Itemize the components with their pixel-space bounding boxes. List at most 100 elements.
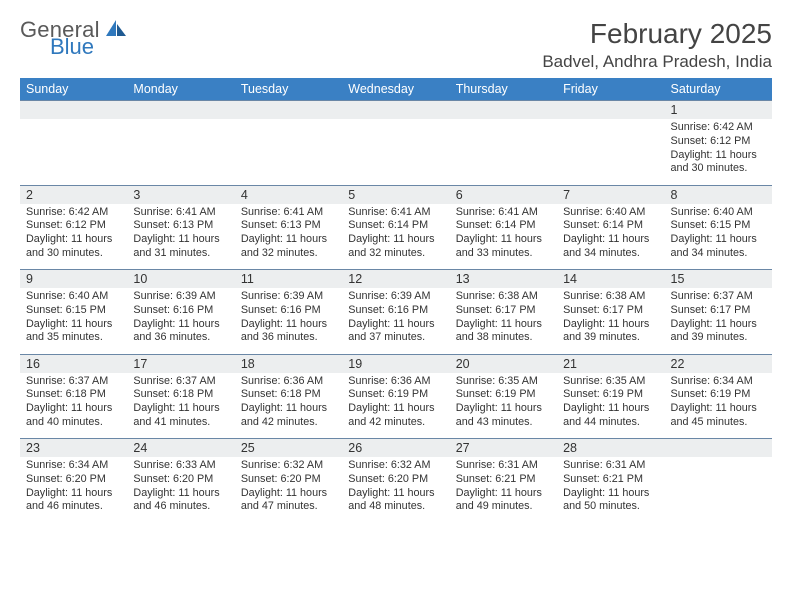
daylight-line: Daylight: 11 hours and 47 minutes. [241, 487, 336, 515]
day-number-row: 9101112131415 [20, 270, 772, 289]
day-number-row: 2345678 [20, 185, 772, 204]
daylight-line: Daylight: 11 hours and 34 minutes. [671, 233, 766, 261]
sunrise-line: Sunrise: 6:40 AM [671, 206, 766, 220]
day-detail-row: Sunrise: 6:42 AMSunset: 6:12 PMDaylight:… [20, 204, 772, 270]
sunset-line: Sunset: 6:15 PM [671, 219, 766, 233]
sunset-line: Sunset: 6:20 PM [26, 473, 121, 487]
sunrise-line: Sunrise: 6:39 AM [348, 290, 443, 304]
sunset-line: Sunset: 6:18 PM [26, 388, 121, 402]
sunrise-line: Sunrise: 6:31 AM [563, 459, 658, 473]
day-detail [235, 119, 342, 185]
day-detail-row: Sunrise: 6:34 AMSunset: 6:20 PMDaylight:… [20, 457, 772, 523]
day-detail: Sunrise: 6:41 AMSunset: 6:14 PMDaylight:… [342, 204, 449, 270]
weekday-header-row: SundayMondayTuesdayWednesdayThursdayFrid… [20, 78, 772, 101]
day-number: 22 [665, 354, 772, 373]
day-number: 14 [557, 270, 664, 289]
sunrise-line: Sunrise: 6:38 AM [563, 290, 658, 304]
sunrise-line: Sunrise: 6:38 AM [456, 290, 551, 304]
daylight-line: Daylight: 11 hours and 38 minutes. [456, 318, 551, 346]
day-detail [342, 119, 449, 185]
day-number: 11 [235, 270, 342, 289]
calendar-body: SundayMondayTuesdayWednesdayThursdayFrid… [20, 78, 772, 523]
daylight-line: Daylight: 11 hours and 46 minutes. [26, 487, 121, 515]
day-number: 6 [450, 185, 557, 204]
sunrise-line: Sunrise: 6:35 AM [563, 375, 658, 389]
day-detail: Sunrise: 6:40 AMSunset: 6:15 PMDaylight:… [20, 288, 127, 354]
day-detail: Sunrise: 6:39 AMSunset: 6:16 PMDaylight:… [127, 288, 234, 354]
daylight-line: Daylight: 11 hours and 32 minutes. [241, 233, 336, 261]
day-number: 15 [665, 270, 772, 289]
daylight-line: Daylight: 11 hours and 50 minutes. [563, 487, 658, 515]
weekday-header: Wednesday [342, 78, 449, 101]
daylight-line: Daylight: 11 hours and 39 minutes. [671, 318, 766, 346]
daylight-line: Daylight: 11 hours and 42 minutes. [348, 402, 443, 430]
day-detail: Sunrise: 6:32 AMSunset: 6:20 PMDaylight:… [235, 457, 342, 523]
sunrise-line: Sunrise: 6:33 AM [133, 459, 228, 473]
day-number-row: 16171819202122 [20, 354, 772, 373]
daylight-line: Daylight: 11 hours and 41 minutes. [133, 402, 228, 430]
day-detail: Sunrise: 6:42 AMSunset: 6:12 PMDaylight:… [20, 204, 127, 270]
daylight-line: Daylight: 11 hours and 34 minutes. [563, 233, 658, 261]
daylight-line: Daylight: 11 hours and 39 minutes. [563, 318, 658, 346]
daylight-line: Daylight: 11 hours and 36 minutes. [133, 318, 228, 346]
weekday-header: Sunday [20, 78, 127, 101]
sunset-line: Sunset: 6:15 PM [26, 304, 121, 318]
day-detail [557, 119, 664, 185]
sunset-line: Sunset: 6:18 PM [133, 388, 228, 402]
sunrise-line: Sunrise: 6:42 AM [671, 121, 766, 135]
day-number: 5 [342, 185, 449, 204]
sunrise-line: Sunrise: 6:41 AM [133, 206, 228, 220]
day-number: 23 [20, 439, 127, 458]
sunset-line: Sunset: 6:14 PM [456, 219, 551, 233]
day-detail: Sunrise: 6:38 AMSunset: 6:17 PMDaylight:… [557, 288, 664, 354]
sunset-line: Sunset: 6:16 PM [348, 304, 443, 318]
day-detail [450, 119, 557, 185]
day-number: 24 [127, 439, 234, 458]
sunset-line: Sunset: 6:14 PM [348, 219, 443, 233]
day-detail: Sunrise: 6:38 AMSunset: 6:17 PMDaylight:… [450, 288, 557, 354]
weekday-header: Saturday [665, 78, 772, 101]
daylight-line: Daylight: 11 hours and 42 minutes. [241, 402, 336, 430]
sunrise-line: Sunrise: 6:31 AM [456, 459, 551, 473]
day-number-row: 232425262728 [20, 439, 772, 458]
sunset-line: Sunset: 6:19 PM [456, 388, 551, 402]
day-number: 27 [450, 439, 557, 458]
day-detail [665, 457, 772, 523]
sunset-line: Sunset: 6:12 PM [671, 135, 766, 149]
daylight-line: Daylight: 11 hours and 48 minutes. [348, 487, 443, 515]
day-detail: Sunrise: 6:31 AMSunset: 6:21 PMDaylight:… [450, 457, 557, 523]
day-detail: Sunrise: 6:37 AMSunset: 6:17 PMDaylight:… [665, 288, 772, 354]
sunrise-line: Sunrise: 6:37 AM [671, 290, 766, 304]
day-number: 28 [557, 439, 664, 458]
sunrise-line: Sunrise: 6:40 AM [563, 206, 658, 220]
sunset-line: Sunset: 6:20 PM [241, 473, 336, 487]
day-number: 18 [235, 354, 342, 373]
day-number: 4 [235, 185, 342, 204]
day-number: 9 [20, 270, 127, 289]
day-detail-row: Sunrise: 6:40 AMSunset: 6:15 PMDaylight:… [20, 288, 772, 354]
day-detail-row: Sunrise: 6:42 AMSunset: 6:12 PMDaylight:… [20, 119, 772, 185]
day-number: 10 [127, 270, 234, 289]
daylight-line: Daylight: 11 hours and 35 minutes. [26, 318, 121, 346]
day-number [450, 101, 557, 120]
sunset-line: Sunset: 6:18 PM [241, 388, 336, 402]
weekday-header: Thursday [450, 78, 557, 101]
day-detail: Sunrise: 6:41 AMSunset: 6:14 PMDaylight:… [450, 204, 557, 270]
sunset-line: Sunset: 6:19 PM [348, 388, 443, 402]
day-number: 12 [342, 270, 449, 289]
daylight-line: Daylight: 11 hours and 45 minutes. [671, 402, 766, 430]
daylight-line: Daylight: 11 hours and 31 minutes. [133, 233, 228, 261]
page-header: General Blue February 2025 Badvel, Andhr… [20, 18, 772, 72]
title-block: February 2025 Badvel, Andhra Pradesh, In… [542, 18, 772, 72]
sunset-line: Sunset: 6:20 PM [348, 473, 443, 487]
daylight-line: Daylight: 11 hours and 43 minutes. [456, 402, 551, 430]
weekday-header: Tuesday [235, 78, 342, 101]
sunset-line: Sunset: 6:19 PM [563, 388, 658, 402]
sunset-line: Sunset: 6:12 PM [26, 219, 121, 233]
day-number: 17 [127, 354, 234, 373]
sunrise-line: Sunrise: 6:37 AM [133, 375, 228, 389]
sunset-line: Sunset: 6:16 PM [241, 304, 336, 318]
day-detail: Sunrise: 6:36 AMSunset: 6:19 PMDaylight:… [342, 373, 449, 439]
day-number: 19 [342, 354, 449, 373]
day-number: 20 [450, 354, 557, 373]
